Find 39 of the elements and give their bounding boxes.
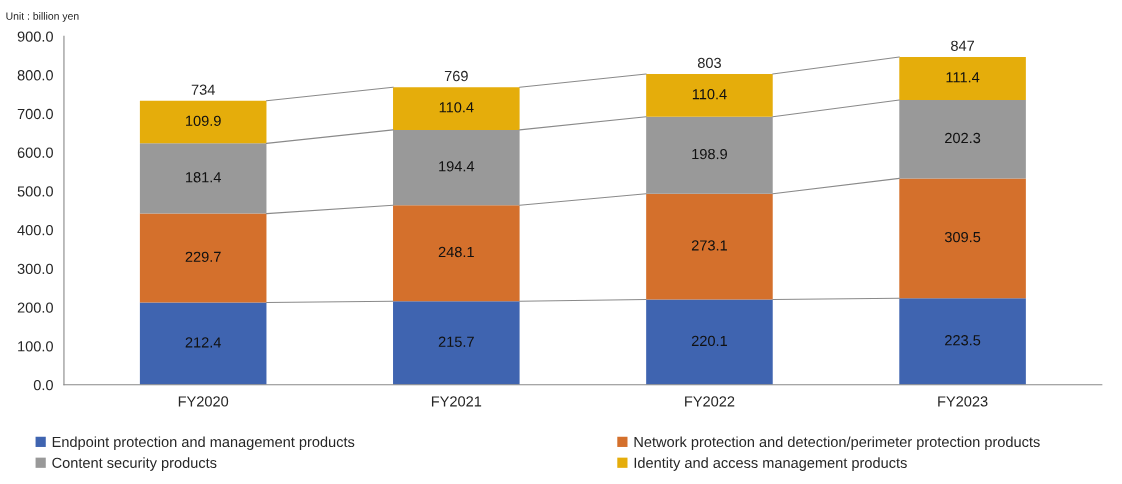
- y-tick-label: 0.0: [33, 379, 53, 391]
- y-tick-label: 300.0: [17, 263, 53, 275]
- text: Unit : billion yen: [6, 12, 79, 22]
- data-label: 273.1: [691, 240, 727, 251]
- data-label: 220.1: [691, 335, 727, 347]
- y-tick-label: 700.0: [17, 108, 53, 120]
- y-tick-label: 400.0: [17, 225, 53, 236]
- y-tick-label: 500.0: [17, 186, 53, 197]
- data-label: 198.9: [692, 148, 727, 160]
- legend-label: Network protection and detection/perimeter protection products: [634, 436, 1040, 450]
- data-label: 111.4: [946, 72, 980, 83]
- y-tick-label: 200.0: [17, 302, 53, 313]
- total-label: 734: [191, 84, 215, 95]
- data-label: 215.7: [438, 336, 474, 347]
- data-label: 248.1: [438, 246, 474, 258]
- total-label: 847: [951, 40, 975, 51]
- data-label: 181.4: [186, 172, 221, 183]
- y-tick-label: 600.0: [17, 147, 53, 158]
- x-tick-label: FY2020: [178, 396, 229, 407]
- y-tick-label: 100.0: [18, 341, 53, 352]
- y-tick-label: 800.0: [17, 70, 53, 81]
- data-label: 194.4: [439, 161, 475, 172]
- data-label: 202.3: [945, 132, 981, 144]
- data-label: 223.5: [945, 335, 981, 346]
- x-tick-label: FY2021: [431, 396, 482, 407]
- data-label: 109.9: [186, 115, 221, 126]
- data-label: 229.7: [185, 251, 221, 262]
- x-tick-label: FY2022: [685, 396, 735, 407]
- total-label: 769: [444, 70, 468, 82]
- data-label: 309.5: [944, 231, 981, 243]
- data-label: 110.4: [439, 102, 474, 113]
- legend-label: Content security products: [52, 457, 217, 471]
- y-tick-label: 900.0: [17, 31, 53, 42]
- legend-label: Identity and access management products: [634, 457, 907, 471]
- data-label: 110.4: [692, 89, 727, 100]
- legend-label: Endpoint protection and management products: [52, 436, 355, 450]
- data-label: 212.4: [185, 337, 221, 348]
- total-label: 803: [697, 57, 721, 69]
- x-tick-label: FY2023: [938, 396, 988, 407]
